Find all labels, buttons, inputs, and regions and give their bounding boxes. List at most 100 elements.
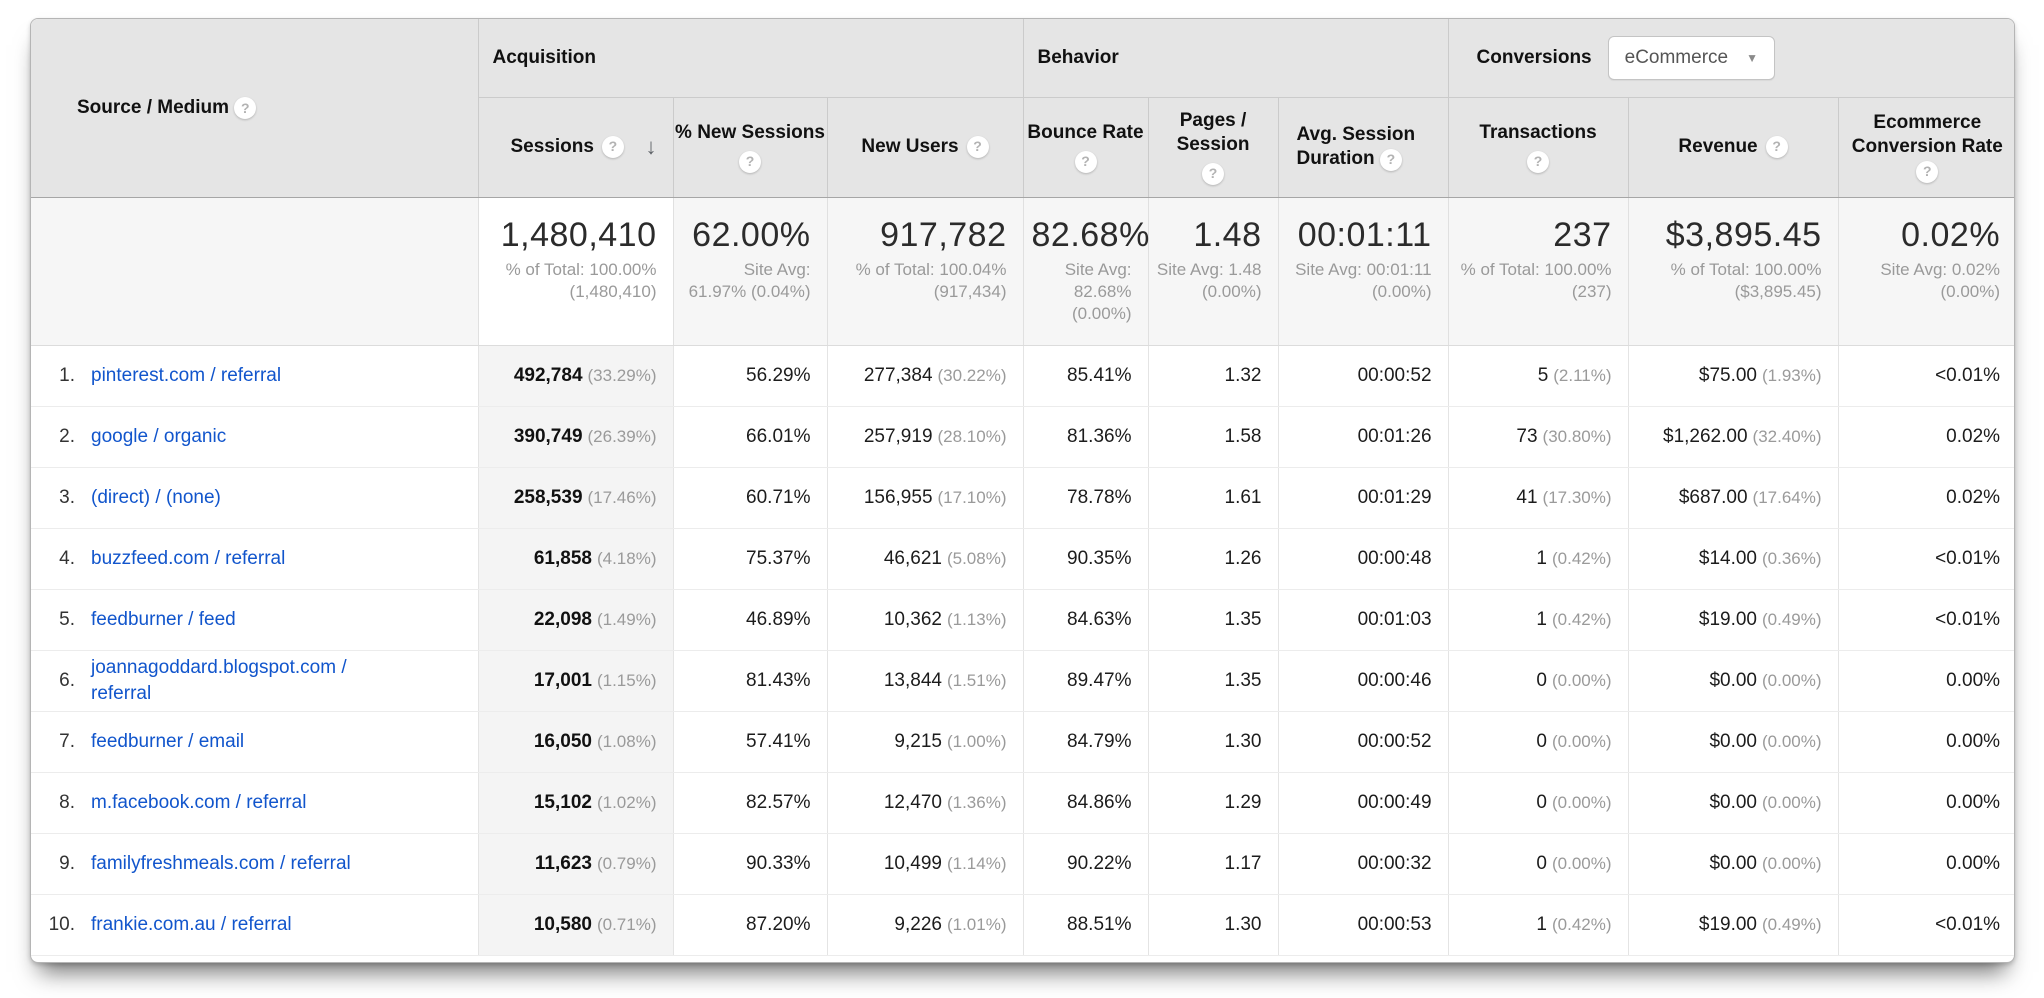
transactions-percent: (2.11%): [1553, 365, 1612, 385]
revenue-percent: (1.93%): [1762, 365, 1822, 385]
transactions-value: 73: [1516, 425, 1538, 447]
table-header: Source / Medium ? Acquisition Behavior C…: [31, 19, 2014, 198]
ecommerce-conversion-rate-cell: 0.02%: [1837, 467, 2014, 529]
totals-subtext: % of Total: 100.00% ($3,895.45): [1670, 259, 1822, 301]
source-medium-cell: 2. google / organic: [31, 406, 478, 468]
sessions-percent: (1.15%): [596, 670, 657, 690]
totals-subtext: Site Avg: 82.68% (0.00%): [1064, 259, 1132, 323]
source-medium-link[interactable]: google / organic: [91, 425, 227, 447]
avg-session-duration-value: 00:00:52: [1357, 730, 1432, 752]
ecommerce-conversion-rate-cell: 0.00%: [1837, 833, 2014, 895]
conversions-goal-dropdown[interactable]: eCommerce ▼: [1607, 35, 1775, 80]
source-medium-link[interactable]: joannagoddard.blogspot.com / referral: [91, 657, 347, 704]
source-medium-link[interactable]: m.facebook.com / referral: [91, 791, 307, 813]
ecommerce-conversion-rate-value: 0.00%: [1946, 791, 2001, 813]
totals-value: 237: [1553, 215, 1612, 254]
column-header-new-users[interactable]: New Users ?: [826, 97, 1023, 198]
help-icon[interactable]: ?: [739, 150, 761, 173]
help-icon[interactable]: ?: [1379, 148, 1402, 171]
bounce-rate-cell: 78.78%: [1022, 467, 1148, 529]
sessions-cell: 492,784 (33.29%): [477, 345, 673, 407]
transactions-cell: 73 (30.80%): [1447, 406, 1629, 468]
revenue-percent: (0.49%): [1762, 609, 1822, 629]
bounce-rate-value: 88.51%: [1067, 913, 1132, 935]
source-medium-link[interactable]: buzzfeed.com / referral: [91, 547, 286, 569]
pct-new-sessions-value: 75.37%: [746, 547, 811, 569]
new-users-value: 257,919: [863, 425, 933, 447]
bounce-rate-cell: 89.47%: [1022, 650, 1148, 712]
row-rank: 2.: [59, 425, 75, 447]
column-header-pct-new-sessions[interactable]: % New Sessions ?: [672, 97, 827, 198]
totals-source-cell: [31, 197, 478, 346]
help-icon[interactable]: ?: [966, 136, 989, 158]
pages-session-cell: 1.30: [1147, 894, 1278, 956]
source-medium-link[interactable]: feedburner / email: [91, 730, 245, 752]
help-icon[interactable]: ?: [1527, 150, 1550, 173]
transactions-cell: 1 (0.42%): [1447, 528, 1629, 590]
revenue-value: $19.00: [1698, 913, 1757, 935]
totals-subtext: % of Total: 100.00% (1,480,410): [505, 259, 657, 301]
column-header-avg-session-duration[interactable]: Avg. Session Duration ?: [1277, 97, 1449, 198]
totals-row: 1,480,410 % of Total: 100.00% (1,480,410…: [31, 197, 2014, 346]
pct-new-sessions-value: 57.41%: [746, 730, 811, 752]
new-users-cell: 10,362 (1.13%): [826, 589, 1023, 651]
column-header-source-medium[interactable]: Source / Medium ?: [31, 19, 478, 198]
sessions-header-label: Sessions: [510, 136, 594, 158]
column-header-pages-session[interactable]: Pages / Session ?: [1147, 97, 1278, 198]
pct-new-sessions-cell: 57.41%: [672, 711, 827, 773]
new-users-percent: (5.08%): [946, 548, 1007, 568]
totals-value: $3,895.45: [1665, 215, 1822, 254]
sessions-cell: 61,858 (4.18%): [477, 528, 673, 590]
pct-new-sessions-cell: 81.43%: [672, 650, 827, 712]
source-medium-cell: 9. familyfreshmeals.com / referral: [31, 833, 478, 895]
help-icon[interactable]: ?: [1765, 136, 1788, 158]
avg-session-duration-cell: 00:01:26: [1277, 406, 1449, 468]
source-medium-link[interactable]: pinterest.com / referral: [91, 364, 282, 386]
column-header-sessions[interactable]: Sessions ? ↓: [477, 97, 673, 198]
source-medium-link[interactable]: (direct) / (none): [91, 486, 221, 508]
avg-session-duration-cell: 00:00:49: [1277, 772, 1449, 834]
ecommerce-conversion-rate-cell: <0.01%: [1837, 894, 2014, 956]
pages-session-cell: 1.26: [1147, 528, 1278, 590]
avg-session-duration-value: 00:01:26: [1357, 425, 1432, 447]
source-medium-cell: 3. (direct) / (none): [31, 467, 478, 529]
sort-descending-icon[interactable]: ↓: [645, 134, 657, 160]
sessions-value: 11,623: [534, 852, 592, 874]
avg-session-duration-value: 00:00:49: [1357, 791, 1432, 813]
revenue-percent: (0.00%): [1762, 670, 1822, 690]
pct-new-sessions-value: 81.43%: [746, 669, 811, 691]
new-users-value: 277,384: [863, 364, 933, 386]
transactions-percent: (17.30%): [1542, 487, 1612, 507]
table-row: 10. frankie.com.au / referral 10,580 (0.7…: [31, 894, 2014, 956]
source-medium-link[interactable]: frankie.com.au / referral: [91, 913, 292, 935]
column-header-transactions[interactable]: Transactions ?: [1447, 97, 1629, 198]
source-medium-link[interactable]: feedburner / feed: [91, 608, 236, 630]
row-rank: 3.: [59, 486, 75, 508]
help-icon[interactable]: ?: [1074, 150, 1097, 173]
transactions-percent: (0.00%): [1552, 792, 1612, 812]
transactions-value: 41: [1516, 486, 1538, 508]
column-header-revenue[interactable]: Revenue ?: [1627, 97, 1839, 198]
transactions-value: 1: [1536, 547, 1547, 569]
revenue-value: $0.00: [1709, 791, 1757, 813]
pct-new-sessions-value: 82.57%: [746, 791, 811, 813]
avg-session-duration-cell: 00:00:53: [1277, 894, 1449, 956]
column-header-bounce-rate[interactable]: Bounce Rate ?: [1022, 97, 1148, 198]
new-users-value: 10,362: [883, 608, 942, 630]
new-users-percent: (1.36%): [946, 792, 1007, 812]
new-users-percent: (17.10%): [937, 487, 1007, 507]
row-rank: 6.: [59, 669, 75, 691]
help-icon[interactable]: ?: [601, 136, 624, 158]
column-header-ecommerce-conversion-rate[interactable]: Ecommerce Conversion Rate ?: [1837, 97, 2014, 198]
help-icon[interactable]: ?: [1916, 160, 1939, 183]
help-icon[interactable]: ?: [234, 96, 257, 119]
sessions-value: 22,098: [533, 608, 592, 630]
bounce-rate-cell: 84.79%: [1022, 711, 1148, 773]
pct-new-sessions-cell: 90.33%: [672, 833, 827, 895]
bounce-rate-value: 85.41%: [1067, 364, 1132, 386]
pct-new-sessions-cell: 87.20%: [672, 894, 827, 956]
transactions-value: 5: [1537, 364, 1549, 386]
help-icon[interactable]: ?: [1202, 162, 1224, 185]
totals-value: 62.00%: [692, 215, 811, 254]
source-medium-link[interactable]: familyfreshmeals.com / referral: [91, 852, 351, 874]
